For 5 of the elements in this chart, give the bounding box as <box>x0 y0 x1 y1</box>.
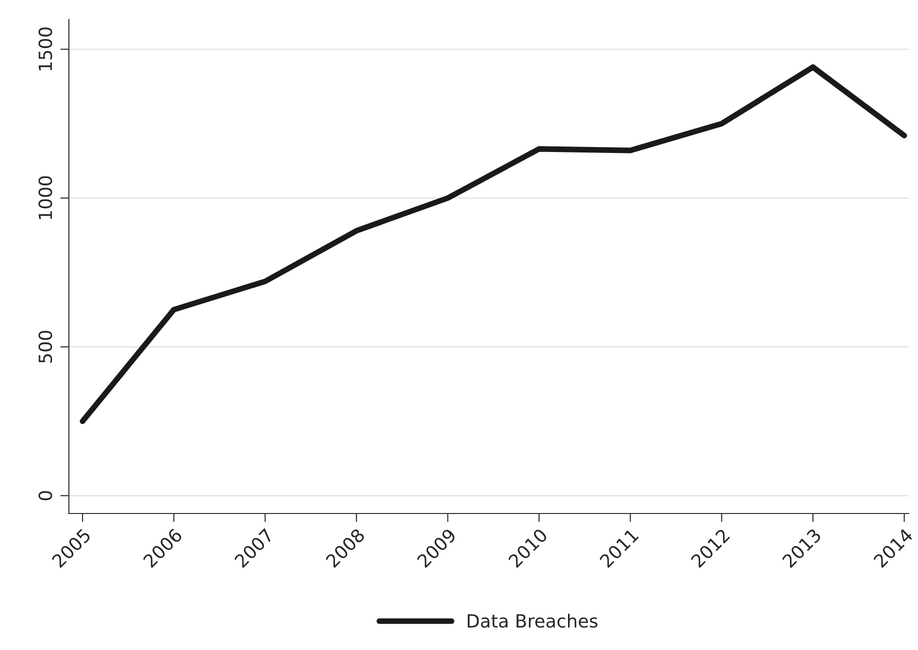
legend-label: Data Breaches <box>468 614 598 628</box>
y-tick-label: 0 <box>38 491 52 500</box>
y-tick-label: 1000 <box>38 176 52 220</box>
y-tick-label: 500 <box>38 330 52 363</box>
y-tick-label: 1500 <box>38 27 52 70</box>
